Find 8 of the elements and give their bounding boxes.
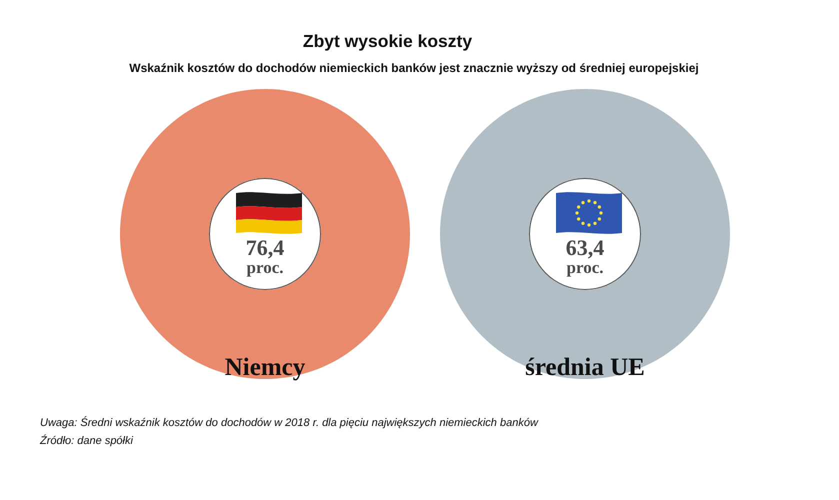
data-label: 63,4 proc. [564, 235, 606, 277]
text: Uwaga: Średni wskaźnik kosztów do dochodów w 2018 r. dla pięciu największych niemieckich banków [40, 416, 538, 430]
category-label: Niemcy [224, 353, 306, 383]
text: Zbyt wysokie koszty [302, 30, 474, 52]
text: Źródło: dane spółki [40, 434, 133, 448]
category-label: średnia UE [524, 353, 646, 383]
text: Wskaźnik kosztów do dochodów niemieckich banków jest znacznie wyższy od średniej europejskiej [128, 61, 700, 76]
data-label: 76,4 proc. [244, 235, 286, 277]
